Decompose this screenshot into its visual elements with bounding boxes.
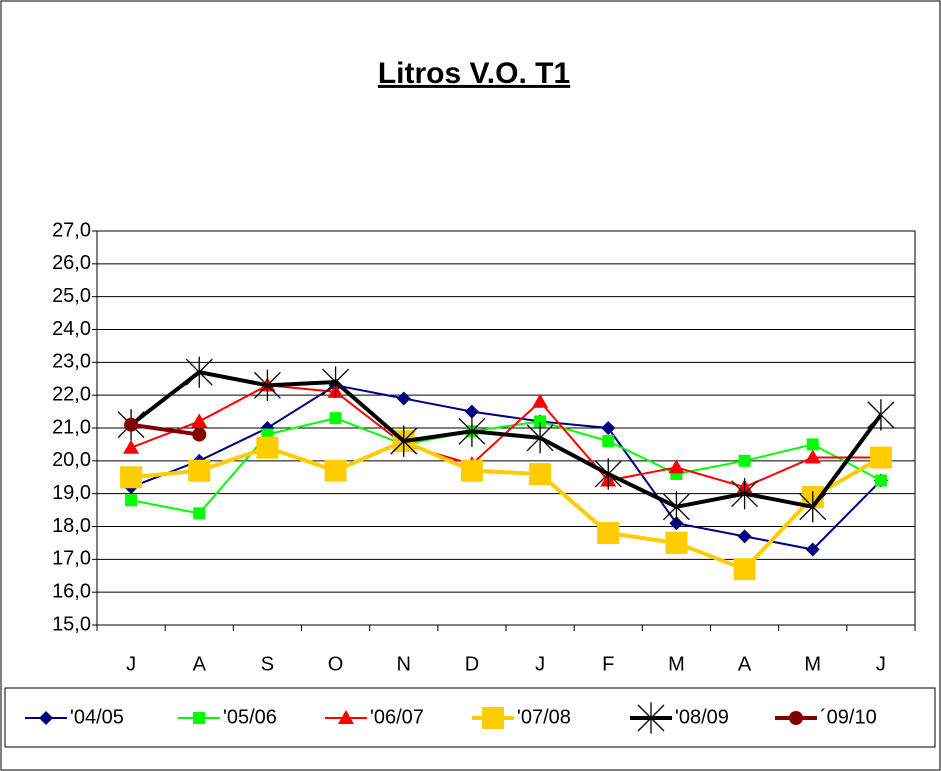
legend-marker bbox=[482, 707, 504, 729]
marker bbox=[731, 478, 759, 510]
y-tick-label: 19,0 bbox=[52, 482, 91, 504]
legend-label: '05/06 bbox=[223, 706, 277, 728]
marker bbox=[669, 516, 684, 531]
y-tick-label: 20,0 bbox=[52, 449, 91, 471]
marker bbox=[120, 466, 143, 489]
x-tick-label: J bbox=[126, 653, 136, 675]
marker bbox=[805, 542, 820, 557]
legend-marker bbox=[193, 712, 205, 724]
y-tick-label: 18,0 bbox=[52, 515, 91, 537]
marker bbox=[324, 459, 347, 482]
x-tick-label: S bbox=[261, 653, 274, 675]
marker bbox=[799, 491, 827, 523]
marker bbox=[529, 462, 552, 485]
marker bbox=[322, 366, 350, 398]
legend-label: '08/09 bbox=[675, 706, 729, 728]
x-tick-label: M bbox=[668, 653, 685, 675]
x-tick-label: M bbox=[804, 653, 821, 675]
marker bbox=[253, 369, 281, 401]
marker bbox=[602, 435, 615, 448]
legend-marker bbox=[637, 702, 665, 734]
marker bbox=[191, 413, 208, 428]
marker bbox=[458, 415, 486, 447]
y-tick-label: 23,0 bbox=[52, 351, 91, 373]
x-tick-label: O bbox=[328, 653, 344, 675]
series-line bbox=[130, 438, 882, 572]
marker bbox=[806, 438, 819, 451]
marker bbox=[737, 529, 752, 544]
marker bbox=[662, 491, 690, 523]
marker bbox=[804, 449, 821, 464]
marker bbox=[188, 459, 211, 482]
marker bbox=[464, 404, 479, 419]
y-tick-label: 22,0 bbox=[52, 383, 91, 405]
marker bbox=[874, 474, 887, 487]
marker bbox=[665, 531, 688, 554]
y-tick-label: 26,0 bbox=[52, 252, 91, 274]
x-tick-label: N bbox=[397, 653, 411, 675]
series-line bbox=[129, 370, 883, 510]
y-tick-label: 24,0 bbox=[52, 318, 91, 340]
marker bbox=[124, 417, 139, 432]
marker bbox=[256, 436, 279, 459]
y-tick-label: 16,0 bbox=[52, 580, 91, 602]
y-tick-label: 25,0 bbox=[52, 285, 91, 307]
marker bbox=[869, 446, 892, 469]
marker bbox=[526, 422, 554, 454]
x-tick-label: A bbox=[738, 653, 752, 675]
marker bbox=[123, 439, 140, 454]
x-tick-label: A bbox=[193, 653, 207, 675]
marker bbox=[597, 522, 620, 545]
y-tick-label: 21,0 bbox=[52, 416, 91, 438]
series-line bbox=[130, 417, 882, 515]
legend-marker bbox=[338, 710, 354, 724]
marker bbox=[192, 427, 207, 442]
marker bbox=[867, 399, 895, 431]
legend-label: '07/08 bbox=[517, 706, 571, 728]
marker bbox=[460, 459, 483, 482]
marker bbox=[396, 391, 411, 406]
legend-marker bbox=[789, 711, 803, 725]
x-tick-label: J bbox=[535, 653, 545, 675]
legend-marker bbox=[39, 711, 53, 725]
marker bbox=[733, 558, 756, 581]
y-tick-label: 15,0 bbox=[52, 613, 91, 635]
legend-label: ´09/10 bbox=[820, 706, 877, 728]
marker bbox=[534, 415, 547, 428]
series-line bbox=[130, 422, 200, 437]
marker bbox=[125, 494, 138, 507]
marker bbox=[329, 412, 342, 425]
y-tick-label: 17,0 bbox=[52, 548, 91, 570]
marker bbox=[532, 393, 549, 408]
x-tick-label: F bbox=[602, 653, 614, 675]
marker bbox=[601, 421, 616, 435]
marker bbox=[390, 425, 418, 457]
marker bbox=[193, 507, 206, 520]
marker bbox=[594, 458, 622, 490]
legend-label: '06/07 bbox=[370, 706, 424, 728]
y-tick-label: 27,0 bbox=[52, 219, 91, 241]
marker bbox=[185, 356, 213, 388]
x-tick-label: D bbox=[465, 653, 479, 675]
marker bbox=[738, 454, 751, 467]
marker bbox=[668, 459, 685, 474]
series-line bbox=[130, 384, 882, 551]
chart-title: Litros V.O. T1 bbox=[378, 57, 570, 90]
legend-label: '04/05 bbox=[70, 706, 124, 728]
x-tick-label: J bbox=[876, 653, 886, 675]
